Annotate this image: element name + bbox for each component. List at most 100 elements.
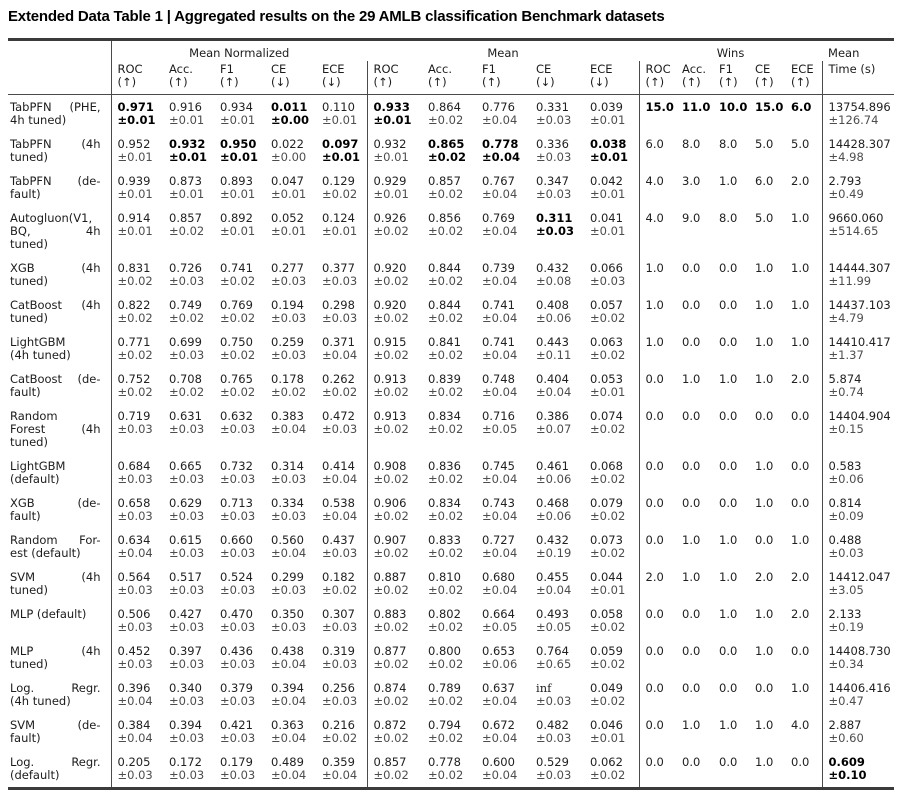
cell-error-margin: ±0.01	[220, 224, 256, 238]
wins-cell: 1.0	[713, 528, 749, 565]
cell-value: 0.952	[117, 137, 151, 151]
mean-normalized-cell: 0.629 ±0.03	[163, 491, 214, 528]
cell-error-margin: ±0.49	[828, 187, 864, 201]
cell-error-margin: ±0.02	[373, 657, 409, 671]
cell-error-margin: ±0.03	[169, 768, 205, 782]
cell-error-margin: ±0.03	[322, 311, 358, 325]
cell-value: 1.0	[791, 335, 810, 349]
mean-cell: 0.637 ±0.04	[476, 676, 530, 713]
cell-error-margin: ±0.02	[428, 224, 464, 238]
cell-value: 0.068	[590, 459, 623, 473]
mean-normalized-cell: 0.489 ±0.04	[265, 750, 316, 789]
column-header: Acc. (↑)	[163, 61, 214, 95]
cell-value: 0.0	[719, 335, 738, 349]
cell-value: 0.883	[373, 607, 407, 621]
cell-value: 0.841	[428, 335, 461, 349]
cell-value: 9.0	[682, 211, 701, 225]
mean-cell: 0.857 ±0.02	[422, 169, 476, 206]
cell-value: 0.0	[682, 459, 701, 473]
cell-value: 0.971	[117, 100, 154, 114]
mean-normalized-cell: 0.857 ±0.02	[163, 206, 214, 256]
cell-value: 15.0	[755, 100, 784, 114]
cell-value: 0.802	[428, 607, 461, 621]
wins-cell: 1.0	[749, 256, 785, 293]
mean-cell: 0.041 ±0.01	[584, 206, 639, 256]
cell-value: 0.933	[373, 100, 410, 114]
cell-value: 0.914	[117, 211, 151, 225]
cell-error-margin: ±0.05	[536, 620, 572, 634]
cell-error-margin: ±0.02	[373, 583, 409, 597]
mean-normalized-cell: 0.658 ±0.03	[111, 491, 163, 528]
cell-error-margin: ±0.74	[828, 385, 864, 399]
mean-cell: 0.844 ±0.02	[422, 256, 476, 293]
wins-cell: 1.0	[785, 330, 822, 367]
cell-error-margin: ±0.02	[373, 620, 409, 634]
time-cell: 5.874 ±0.74	[821, 367, 895, 404]
cell-value: 0.371	[322, 335, 355, 349]
wins-cell: 0.0	[676, 639, 713, 676]
cell-error-margin: ±0.04	[482, 472, 518, 486]
cell-error-margin: ±0.02	[169, 224, 205, 238]
mean-cell: inf ±0.03	[530, 676, 584, 713]
mean-normalized-cell: 0.298 ±0.03	[316, 293, 367, 330]
cell-value: 0.776	[482, 100, 515, 114]
mean-normalized-cell: 0.259 ±0.03	[265, 330, 316, 367]
mean-normalized-cell: 0.470 ±0.03	[214, 602, 265, 639]
cell-error-margin: ±0.02	[373, 385, 409, 399]
cell-error-margin: ±0.03	[536, 150, 572, 164]
cell-error-margin: ±0.04	[482, 583, 518, 597]
cell-value: 0.262	[322, 372, 355, 386]
cell-error-margin: ±0.03	[536, 224, 575, 238]
wins-cell: 0.0	[676, 330, 713, 367]
cell-error-margin: ±0.04	[482, 694, 518, 708]
mean-cell: 0.834 ±0.02	[422, 404, 476, 454]
mean-cell: 0.769 ±0.04	[476, 206, 530, 256]
cell-error-margin: ±0.01	[117, 187, 153, 201]
wins-cell: 0.0	[676, 750, 713, 789]
wins-cell: 1.0	[749, 330, 785, 367]
cell-value: 0.182	[322, 570, 355, 584]
row-label: LightGBM (default)	[8, 454, 112, 491]
cell-value: 10.0	[719, 100, 748, 114]
cell-error-margin: ±4.79	[828, 311, 864, 325]
cell-error-margin: ±0.02	[220, 385, 256, 399]
cell-error-margin: ±0.04	[482, 187, 518, 201]
cell-error-margin: ±0.02	[428, 583, 464, 597]
cell-error-margin: ±0.02	[322, 583, 358, 597]
mean-normalized-cell: 0.414 ±0.04	[316, 454, 367, 491]
cell-value: 0.178	[271, 372, 304, 386]
column-header: Acc. (↑)	[676, 61, 714, 95]
cell-error-margin: ±3.05	[828, 583, 864, 597]
mean-normalized-cell: 0.660 ±0.03	[214, 528, 265, 565]
cell-error-margin: ±0.02	[428, 731, 464, 745]
wins-cell: 11.0	[676, 95, 713, 133]
mean-cell: 0.336 ±0.03	[530, 132, 584, 169]
cell-error-margin: ±0.00	[271, 150, 307, 164]
cell-error-margin: ±0.02	[428, 385, 464, 399]
cell-error-margin: ±0.03	[322, 657, 358, 671]
cell-value: 0.0	[645, 533, 664, 547]
header-group: Wins	[716, 46, 745, 60]
column-header: ROC (↑)	[366, 61, 423, 95]
cell-value: 0.408	[536, 298, 569, 312]
mean-cell: 0.038 ±0.01	[584, 132, 639, 169]
cell-value: 0.179	[220, 755, 253, 769]
cell-value: 0.058	[590, 607, 623, 621]
mean-cell: 0.794 ±0.02	[422, 713, 476, 750]
cell-error-margin: ±0.02	[428, 422, 464, 436]
wins-cell: 0.0	[676, 404, 713, 454]
cell-value: 0.653	[482, 644, 515, 658]
cell-error-margin: ±0.02	[322, 385, 358, 399]
cell-value: 0.932	[373, 137, 407, 151]
mean-normalized-cell: 0.916 ±0.01	[163, 95, 214, 133]
cell-value: 0.277	[271, 261, 304, 275]
cell-error-margin: ±0.03	[322, 274, 358, 288]
mean-normalized-cell: 0.564 ±0.03	[111, 565, 163, 602]
cell-error-margin: ±0.03	[169, 348, 205, 362]
mean-normalized-cell: 0.377 ±0.03	[316, 256, 367, 293]
header-spacer	[8, 61, 112, 95]
cell-value: 0.386	[536, 409, 569, 423]
cell-value: 2.793	[828, 174, 862, 188]
cell-value: 0.437	[322, 533, 355, 547]
cell-value: 0.833	[428, 533, 461, 547]
